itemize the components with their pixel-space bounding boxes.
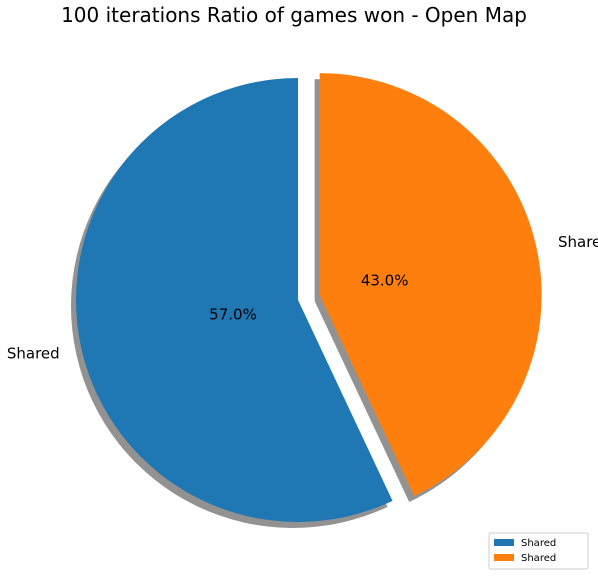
legend-swatch [494,554,514,561]
pie-slice [75,78,393,522]
slice-percent-label: 43.0% [361,272,409,290]
slice-labels: Shared Shared [7,233,598,362]
percent-labels: 57.0% 43.0% [209,272,408,324]
pie-slice [319,73,542,497]
pie-slices [75,73,542,522]
legend-swatch [494,539,514,546]
legend-label: Shared [521,538,556,549]
legend-label: Shared [521,553,556,564]
legend: Shared Shared [488,532,589,570]
slice-label: Shared [7,344,60,362]
chart-title: 100 iterations Ratio of games won - Open… [61,3,527,27]
slice-label: Shared [558,233,598,251]
slice-percent-label: 57.0% [209,306,257,324]
